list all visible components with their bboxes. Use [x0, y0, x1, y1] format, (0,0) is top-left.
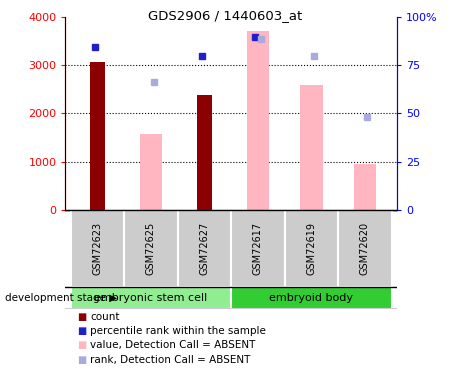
- Text: rank, Detection Call = ABSENT: rank, Detection Call = ABSENT: [90, 355, 251, 364]
- Text: ■: ■: [77, 312, 86, 322]
- Text: development stage ▶: development stage ▶: [5, 293, 117, 303]
- Bar: [197, 95, 212, 210]
- Text: GSM72620: GSM72620: [360, 222, 370, 275]
- Text: ■: ■: [77, 326, 86, 336]
- Bar: [90, 62, 105, 210]
- Bar: [71, 287, 231, 309]
- Bar: [178, 210, 231, 287]
- Bar: [140, 134, 162, 210]
- Bar: [231, 287, 391, 309]
- Bar: [300, 86, 322, 210]
- Bar: [124, 210, 178, 287]
- Text: percentile rank within the sample: percentile rank within the sample: [90, 326, 266, 336]
- Text: GSM72627: GSM72627: [199, 222, 209, 275]
- Text: count: count: [90, 312, 120, 322]
- Text: ■: ■: [77, 355, 86, 364]
- Bar: [231, 210, 285, 287]
- Text: GSM72623: GSM72623: [92, 222, 102, 275]
- Text: GSM72619: GSM72619: [306, 222, 316, 275]
- Text: ■: ■: [77, 340, 86, 350]
- Text: value, Detection Call = ABSENT: value, Detection Call = ABSENT: [90, 340, 256, 350]
- Text: embryonic stem cell: embryonic stem cell: [94, 293, 207, 303]
- Text: GSM72625: GSM72625: [146, 222, 156, 275]
- Text: GDS2906 / 1440603_at: GDS2906 / 1440603_at: [148, 9, 303, 22]
- Bar: [338, 210, 391, 287]
- Bar: [71, 210, 124, 287]
- Bar: [247, 32, 269, 210]
- Bar: [354, 164, 376, 210]
- Text: GSM72617: GSM72617: [253, 222, 263, 275]
- Text: embryoid body: embryoid body: [269, 293, 353, 303]
- Bar: [285, 210, 338, 287]
